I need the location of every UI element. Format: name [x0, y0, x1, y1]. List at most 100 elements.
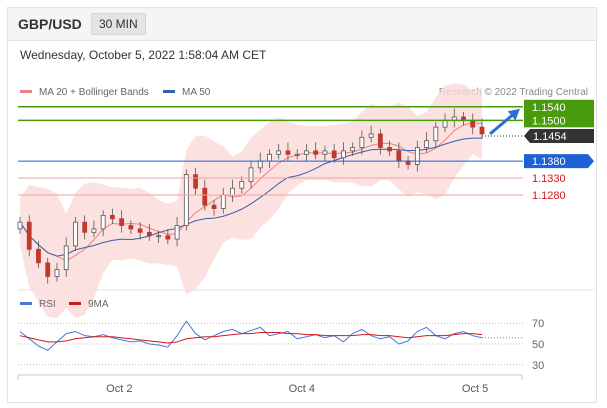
candle — [276, 144, 282, 160]
candle-body — [433, 126, 439, 142]
level-label: 1.1380 — [532, 156, 566, 168]
legend-label-rsi: RSI — [39, 299, 56, 310]
x-tick-label: Oct 5 — [462, 383, 488, 395]
legend-label-ma20: MA 20 + Bollinger Bands — [39, 87, 149, 98]
candle-body — [73, 221, 78, 247]
candle — [433, 122, 439, 148]
candle-body — [294, 153, 300, 156]
x-axis-ticks: Oct 2 Oct 4 Oct 5 — [106, 383, 488, 395]
candle-body — [257, 160, 263, 169]
candle — [82, 215, 88, 240]
candle-body — [414, 147, 420, 165]
candle — [424, 132, 429, 153]
candle — [91, 220, 97, 238]
candle-body — [110, 214, 115, 220]
candle-body — [479, 126, 485, 135]
level-resistance: 1.1540 — [18, 99, 594, 114]
ma50-line — [19, 137, 482, 257]
rsi-tick-label: 70 — [532, 318, 544, 330]
candle-body — [368, 133, 374, 138]
arrow-shaft — [489, 112, 516, 136]
legend-swatch-ma50 — [163, 90, 175, 93]
candle — [146, 223, 152, 241]
candle-body — [470, 119, 476, 128]
timeframe-badge[interactable]: 30 MIN — [91, 13, 146, 35]
rsi-9ma-line — [19, 332, 483, 344]
candle — [294, 149, 300, 160]
candle — [350, 142, 356, 156]
candle-body — [313, 150, 319, 155]
candle — [359, 130, 365, 155]
level-tag — [524, 154, 594, 169]
candle — [248, 161, 254, 189]
candle-body — [183, 174, 189, 226]
candle-body — [396, 150, 402, 162]
arrow-head — [507, 108, 520, 121]
level-pivot: 1.1380 — [18, 154, 594, 169]
legend-swatch-9ma — [69, 302, 81, 305]
candle-body — [359, 136, 365, 148]
candle — [183, 169, 189, 231]
candle-body — [322, 150, 328, 155]
candle — [414, 140, 420, 172]
candle-body — [248, 167, 254, 182]
candle-body — [45, 262, 51, 277]
candle-body — [193, 174, 198, 189]
level-tag — [524, 113, 594, 128]
candle — [368, 125, 374, 143]
candles — [17, 108, 485, 284]
level-label: 1.1330 — [532, 173, 566, 185]
candle-body — [387, 147, 393, 152]
candle-body — [230, 187, 235, 196]
timestamp: Wednesday, October 5, 2022 1:58:04 AM CE… — [20, 48, 267, 62]
candle — [73, 217, 78, 251]
candle-body — [36, 248, 41, 264]
candle-body — [220, 194, 226, 209]
main-legend: MA 20 + Bollinger Bands MA 50 Research ©… — [20, 87, 588, 98]
candle-body — [340, 150, 346, 159]
candle-body — [405, 160, 411, 165]
candle — [156, 230, 162, 243]
candle-body — [146, 231, 152, 237]
candle — [110, 208, 115, 224]
candle — [119, 210, 125, 233]
bollinger-band — [20, 83, 482, 319]
candle-body — [304, 150, 309, 155]
rsi-tick-label: 50 — [532, 339, 544, 351]
main-panel-frame — [17, 289, 594, 380]
x-tick-label: Oct 4 — [289, 383, 315, 395]
level-label: 1.1280 — [532, 190, 566, 202]
candle-body — [82, 221, 88, 233]
candle-body — [424, 140, 429, 148]
rsi-legend: RSI 9MA — [20, 299, 109, 310]
candle — [211, 200, 217, 216]
candle — [45, 257, 51, 284]
pair-title: GBP/USD — [18, 16, 82, 32]
legend-swatch-ma20 — [20, 90, 32, 93]
candle-body — [91, 228, 97, 233]
level-last: 1.1454 — [482, 128, 594, 143]
candle — [377, 128, 383, 155]
candle-body — [100, 214, 106, 230]
level-support: 1.1330 — [18, 173, 566, 185]
candle — [331, 144, 337, 163]
level-support: 1.1280 — [18, 190, 566, 202]
level-tag — [524, 99, 594, 114]
candle-body — [331, 150, 337, 159]
candle-body — [350, 147, 356, 152]
candle-body — [377, 133, 383, 148]
rsi-tick-label: 30 — [532, 360, 544, 372]
candle — [100, 210, 106, 237]
level-label: 1.1540 — [532, 102, 566, 114]
candle — [137, 222, 143, 240]
candle — [285, 142, 291, 162]
candle-body — [119, 218, 125, 226]
candle-body — [17, 221, 23, 230]
rsi-panel: 70 50 30 — [18, 318, 544, 372]
legend-swatch-rsi — [20, 302, 32, 305]
candle-body — [267, 153, 272, 162]
x-tick-label: Oct 2 — [106, 383, 132, 395]
candle-body — [276, 150, 282, 155]
candle-body — [156, 235, 162, 238]
